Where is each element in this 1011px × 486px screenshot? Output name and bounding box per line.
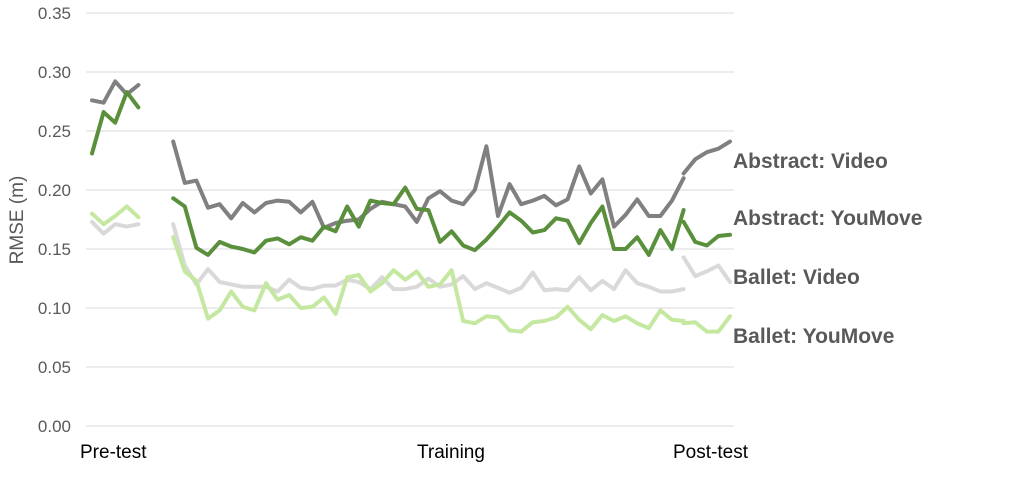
series-line-ballet-video-pre-test bbox=[90, 219, 141, 236]
series-line-abstract-video-post-test bbox=[681, 139, 732, 176]
y-tick-label: 0.10 bbox=[38, 299, 71, 318]
series-labels: Abstract: Video Abstract: YouMove Ballet: … bbox=[733, 150, 922, 348]
series-label: Ballet: Video bbox=[733, 266, 860, 289]
series-line-abstract-youmove-training bbox=[171, 185, 686, 257]
x-phase-label: Post-test bbox=[673, 442, 749, 463]
series-lines bbox=[90, 79, 732, 334]
x-phase-label: Pre-test bbox=[80, 442, 147, 463]
series-line-ballet-video-post-test bbox=[681, 255, 732, 284]
y-tick-label: 0.05 bbox=[38, 358, 71, 377]
y-tick-label: 0.00 bbox=[38, 417, 71, 436]
series-line-ballet-youmove-pre-test bbox=[90, 204, 141, 227]
series-line-abstract-video-pre-test bbox=[90, 79, 141, 105]
series-label: Abstract: Video bbox=[733, 150, 888, 173]
x-phase-label: Training bbox=[417, 442, 485, 463]
series-line-abstract-youmove-post-test bbox=[681, 219, 732, 248]
series-line-abstract-video-training bbox=[171, 139, 686, 230]
series-line-ballet-youmove-post-test bbox=[681, 314, 732, 334]
y-tick-label: 0.20 bbox=[38, 181, 71, 200]
y-axis-ticks: 0.00 0.05 0.10 0.15 0.20 0.25 0.30 0.35 bbox=[38, 4, 71, 436]
y-tick-label: 0.35 bbox=[38, 4, 71, 23]
y-tick-label: 0.30 bbox=[38, 63, 71, 82]
series-label: Ballet: YouMove bbox=[733, 325, 894, 348]
y-axis-label: RMSE (m) bbox=[7, 176, 28, 265]
series-line-abstract-youmove-pre-test bbox=[90, 90, 141, 156]
gridlines bbox=[86, 12, 734, 427]
series-label: Abstract: YouMove bbox=[733, 207, 922, 230]
x-axis-phase-labels: Pre-test Training Post-test bbox=[80, 442, 749, 463]
series-line-ballet-youmove-training bbox=[171, 235, 686, 334]
series-line-ballet-video-training bbox=[171, 222, 686, 295]
y-tick-label: 0.25 bbox=[38, 122, 71, 141]
y-tick-label: 0.15 bbox=[38, 240, 71, 259]
